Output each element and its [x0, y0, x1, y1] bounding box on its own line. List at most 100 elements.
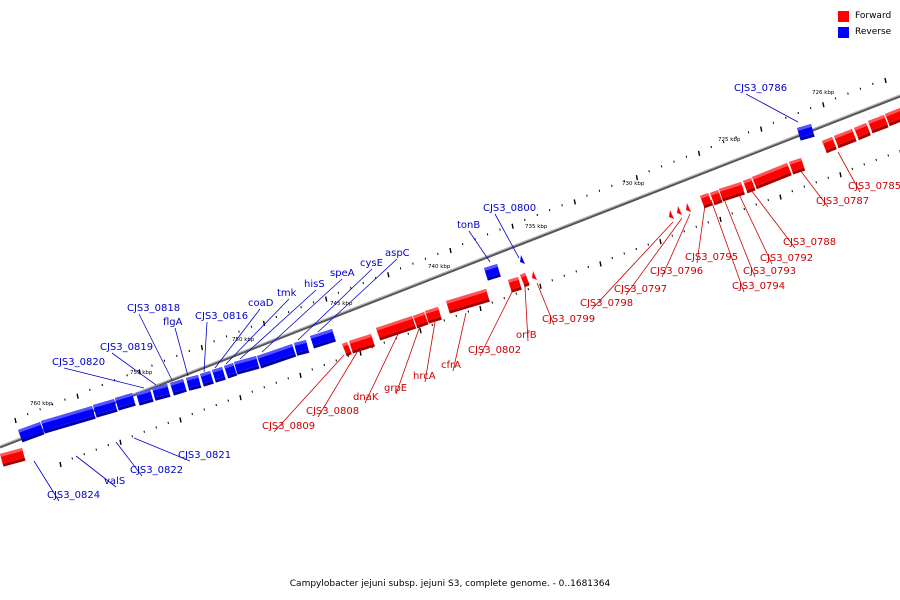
gene-label-forward[interactable]: cfrA — [441, 360, 461, 371]
scale-tick — [64, 398, 66, 401]
scale-tick — [515, 292, 517, 295]
scale-tick — [586, 194, 588, 197]
gene-label-reverse[interactable]: CJS3_0816 — [195, 311, 248, 322]
gene-label-reverse[interactable]: coaD — [248, 298, 274, 309]
gene-block-top — [294, 340, 307, 346]
scale-tick — [872, 82, 874, 85]
gene-label-forward[interactable]: CJS3_0808 — [306, 406, 359, 417]
scale-tick — [697, 150, 701, 156]
gene-label-reverse[interactable]: cysE — [360, 258, 383, 269]
gene-block[interactable] — [376, 316, 416, 338]
gene-label-forward[interactable]: CJS3_0798 — [580, 298, 633, 309]
gene-block-top — [789, 158, 802, 165]
leader-line — [261, 278, 343, 353]
scale-tick — [785, 116, 787, 119]
gene-label-reverse[interactable]: hisS — [304, 279, 325, 290]
scale-tick — [611, 256, 613, 260]
scale-tick — [524, 218, 526, 221]
gene-label-forward[interactable]: hrcA — [413, 371, 436, 382]
leader-line — [468, 230, 491, 263]
scale-label: 755 kbp — [130, 370, 153, 376]
gene-label-reverse[interactable]: aspC — [385, 248, 410, 259]
scale-tick — [225, 335, 228, 338]
scale-tick — [407, 332, 409, 335]
scale-tick — [311, 368, 313, 371]
gene-label-forward[interactable]: dnaK — [353, 392, 379, 403]
scale-tick — [486, 233, 489, 236]
leader-line — [494, 213, 520, 259]
scale-tick — [399, 267, 402, 270]
gene-label-reverse[interactable]: valS — [104, 476, 125, 487]
gene-label-reverse[interactable]: CJS3_0819 — [100, 342, 153, 353]
gene-label-reverse[interactable]: CJS3_0821 — [178, 450, 231, 461]
scale-tick — [213, 340, 215, 343]
scale-ticks — [14, 77, 900, 468]
gene-label-forward[interactable]: CJS3_0796 — [650, 266, 703, 277]
gene-label-reverse[interactable]: CJS3_0800 — [483, 203, 536, 214]
gene-label-reverse[interactable]: flgA — [163, 317, 183, 328]
leader-line — [317, 343, 363, 418]
leader-line — [225, 298, 290, 365]
gene-label-forward[interactable]: CJS3_0802 — [468, 345, 521, 356]
forward-swatch — [838, 10, 849, 22]
gene-label-forward[interactable]: orfB — [516, 330, 537, 341]
gene-block-top — [41, 406, 93, 424]
scale-tick — [300, 306, 302, 309]
gene-block[interactable] — [257, 344, 296, 366]
gene-arrowhead[interactable] — [669, 210, 674, 219]
gene-arrowhead[interactable] — [520, 255, 525, 264]
gene-label-reverse[interactable]: CJS3_0822 — [130, 465, 183, 476]
gene-label-forward[interactable]: grpE — [384, 383, 407, 394]
gene-label-reverse[interactable]: tmk — [277, 288, 297, 299]
gene-label-forward[interactable]: CJS3_0799 — [542, 314, 595, 325]
scale-tick — [359, 350, 362, 356]
scale-tick — [467, 310, 469, 313]
gene-label-forward[interactable]: CJS3_0785 — [848, 181, 900, 192]
gene-block-top — [224, 363, 234, 369]
leader-line — [395, 325, 421, 395]
gene-block-side — [188, 384, 202, 391]
gene-label-forward[interactable]: CJS3_0788 — [783, 237, 836, 248]
scale-tick — [227, 399, 229, 402]
gene-block[interactable] — [18, 422, 44, 440]
scale-tick — [238, 330, 240, 333]
gene-label-reverse[interactable]: speA — [330, 268, 355, 279]
gene-block[interactable] — [868, 115, 888, 131]
gene-block-side — [799, 133, 815, 141]
gene-block-side — [172, 388, 187, 396]
scale-tick — [671, 234, 673, 237]
scale-tick — [431, 323, 433, 326]
scale-tick — [499, 228, 501, 231]
gene-block-side — [837, 138, 857, 149]
gene-leader-lines — [33, 93, 861, 502]
gene-block[interactable] — [752, 163, 791, 187]
gene-label-reverse[interactable]: CJS3_0820 — [52, 357, 105, 368]
scale-tick — [551, 279, 553, 282]
gene-label-forward[interactable]: CJS3_0809 — [262, 421, 315, 432]
leader-line — [63, 367, 145, 389]
scale-tick — [263, 386, 265, 389]
gene-label-forward[interactable]: CJS3_0795 — [685, 252, 738, 263]
gene-label-forward[interactable]: CJS3_0787 — [816, 196, 869, 207]
gene-block-side — [825, 146, 837, 154]
gene-arrowhead[interactable] — [677, 206, 682, 215]
scale-tick — [859, 87, 862, 90]
gene-block-top — [752, 163, 789, 180]
gene-label-reverse[interactable]: CJS3_0818 — [127, 303, 180, 314]
scale-tick — [747, 131, 750, 134]
scale-tick — [839, 172, 842, 178]
scale-tick — [503, 296, 505, 300]
gene-label-forward[interactable]: CJS3_0792 — [760, 253, 813, 264]
gene-label-forward[interactable]: CJS3_0797 — [614, 284, 667, 295]
gene-arrowhead[interactable] — [532, 271, 537, 280]
gene-label-reverse[interactable]: tonB — [457, 220, 480, 231]
gene-label-reverse[interactable]: CJS3_0824 — [47, 490, 100, 501]
gene-label-forward[interactable]: CJS3_0793 — [743, 266, 796, 277]
gene-label-forward[interactable]: CJS3_0794 — [732, 281, 785, 292]
scale-tick — [167, 421, 169, 425]
gene-block[interactable] — [834, 129, 856, 146]
gene-block-side — [154, 393, 171, 401]
gene-label-reverse[interactable]: CJS3_0786 — [734, 83, 787, 94]
scale-tick — [419, 328, 422, 334]
gene-arrowhead[interactable] — [686, 203, 691, 212]
